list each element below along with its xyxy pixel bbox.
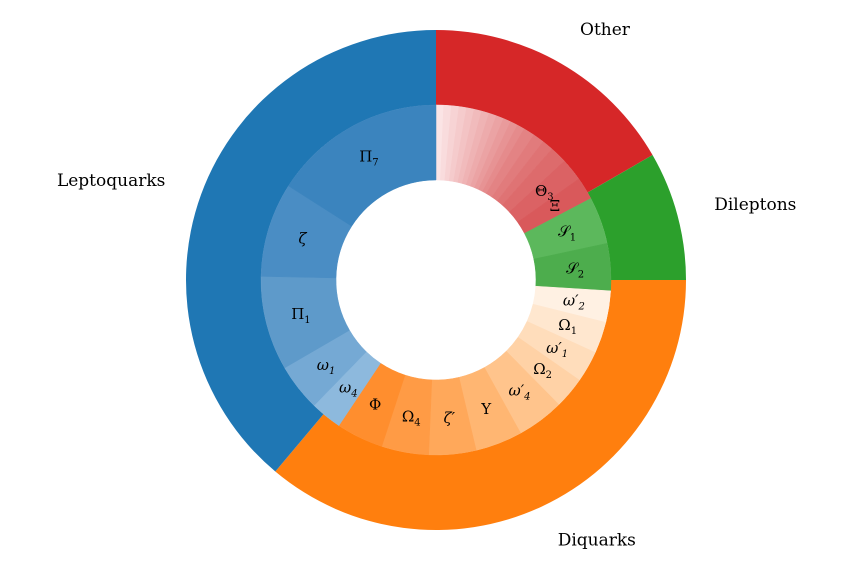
inner-ring (260, 104, 612, 456)
inner-label-diquarks-25: Υ (480, 400, 492, 418)
outer-labels: Other Dileptons Diquarks Leptoquarks (57, 20, 796, 550)
outer-ring (185, 30, 686, 531)
outer-label-diquarks: Diquarks (558, 531, 636, 551)
outer-label-dileptons: Dileptons (714, 195, 796, 215)
outer-label-other: Other (580, 20, 631, 40)
inner-label-other-17: Ξ (550, 197, 561, 215)
inner-label-diquarks-26: ζ′ (443, 409, 455, 427)
outer-slice-diquarks (275, 280, 686, 531)
outer-slice-dileptons (587, 155, 686, 280)
inner-label-leptoquarks-32: ζ (298, 230, 307, 248)
outer-label-leptoquarks: Leptoquarks (57, 171, 165, 191)
outer-slice-leptoquarks (185, 30, 436, 472)
inner-label-diquarks-28: Φ (369, 396, 381, 414)
inner-slice-leptoquarks-33 (288, 104, 437, 227)
outer-slice-other (436, 30, 653, 193)
